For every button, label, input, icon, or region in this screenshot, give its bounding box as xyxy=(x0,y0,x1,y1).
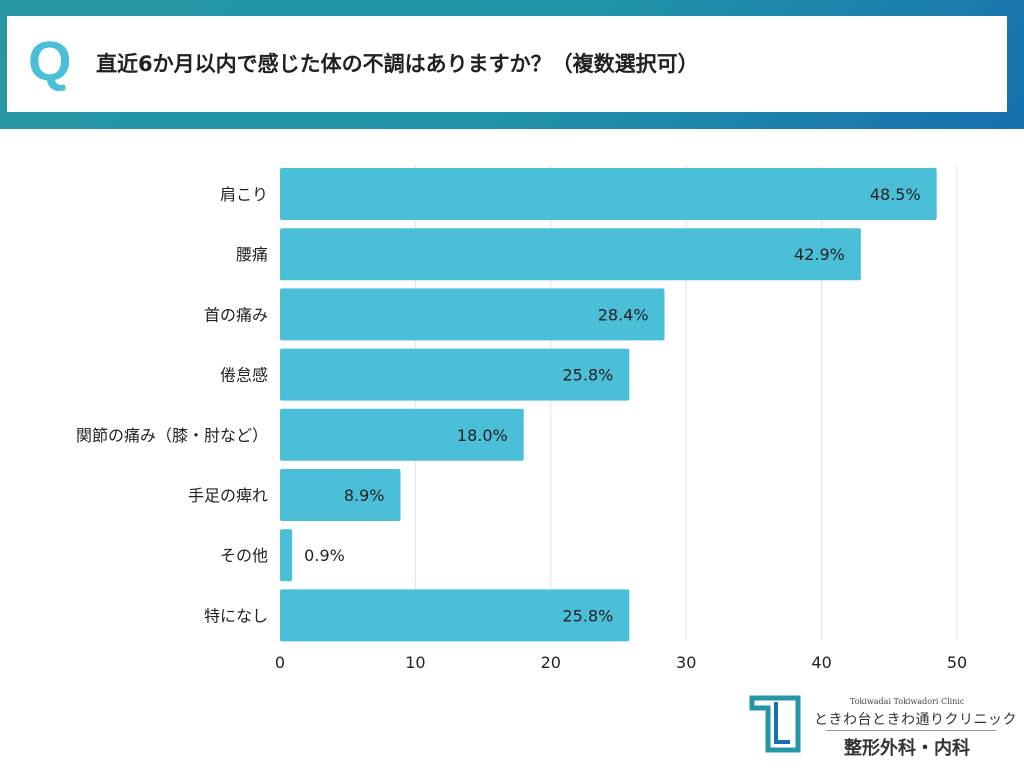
bar xyxy=(280,228,861,281)
category-label: 首の痛み xyxy=(204,305,268,324)
q-mark: Q xyxy=(28,29,72,92)
x-tick-label: 0 xyxy=(275,653,285,672)
bar xyxy=(280,288,665,341)
data-label: 48.5% xyxy=(870,185,921,204)
bar xyxy=(280,168,937,220)
x-tick-label: 50 xyxy=(947,653,967,672)
category-label: 手足の痺れ xyxy=(188,486,268,505)
header-box xyxy=(7,16,1007,112)
x-tick-label: 10 xyxy=(405,653,425,672)
logo-department: 整形外科・内科 xyxy=(844,738,970,759)
data-label: 0.9% xyxy=(304,546,345,565)
x-tick-label: 30 xyxy=(676,653,696,672)
x-tick-label: 40 xyxy=(811,653,831,672)
category-label: 特になし xyxy=(204,606,268,625)
logo-english: Tokiwadai Tokiwadori Clinic xyxy=(850,697,965,706)
bar xyxy=(280,348,630,401)
bar xyxy=(280,529,293,582)
category-label: その他 xyxy=(220,546,268,565)
x-tick-label: 20 xyxy=(541,653,561,672)
data-label: 42.9% xyxy=(794,245,845,264)
bar xyxy=(280,408,524,461)
clinic-logo-icon xyxy=(749,695,801,753)
bar xyxy=(280,589,630,642)
category-label: 関節の痛み（膝・肘など） xyxy=(76,426,268,445)
logo-divider xyxy=(826,730,996,731)
category-label: 腰痛 xyxy=(236,245,268,264)
data-label: 18.0% xyxy=(457,426,508,445)
data-label: 25.8% xyxy=(563,366,614,385)
logo-japanese: ときわ台ときわ通りクリニック xyxy=(814,712,1017,728)
category-label: 肩こり xyxy=(220,185,268,204)
bar-chart: 0 10 20 30 40 50 肩こり 48.5% 腰痛 42.9% 首の痛み 28.4% 倦怠感 25… xyxy=(76,165,967,672)
category-label: 倦怠感 xyxy=(220,366,268,385)
data-label: 25.8% xyxy=(563,606,614,625)
data-label: 8.9% xyxy=(344,486,385,505)
bar xyxy=(280,469,401,521)
question-title: 直近6か月以内で感じた体の不調はありますか？（複数選択可） xyxy=(96,52,699,76)
data-label: 28.4% xyxy=(598,305,649,324)
